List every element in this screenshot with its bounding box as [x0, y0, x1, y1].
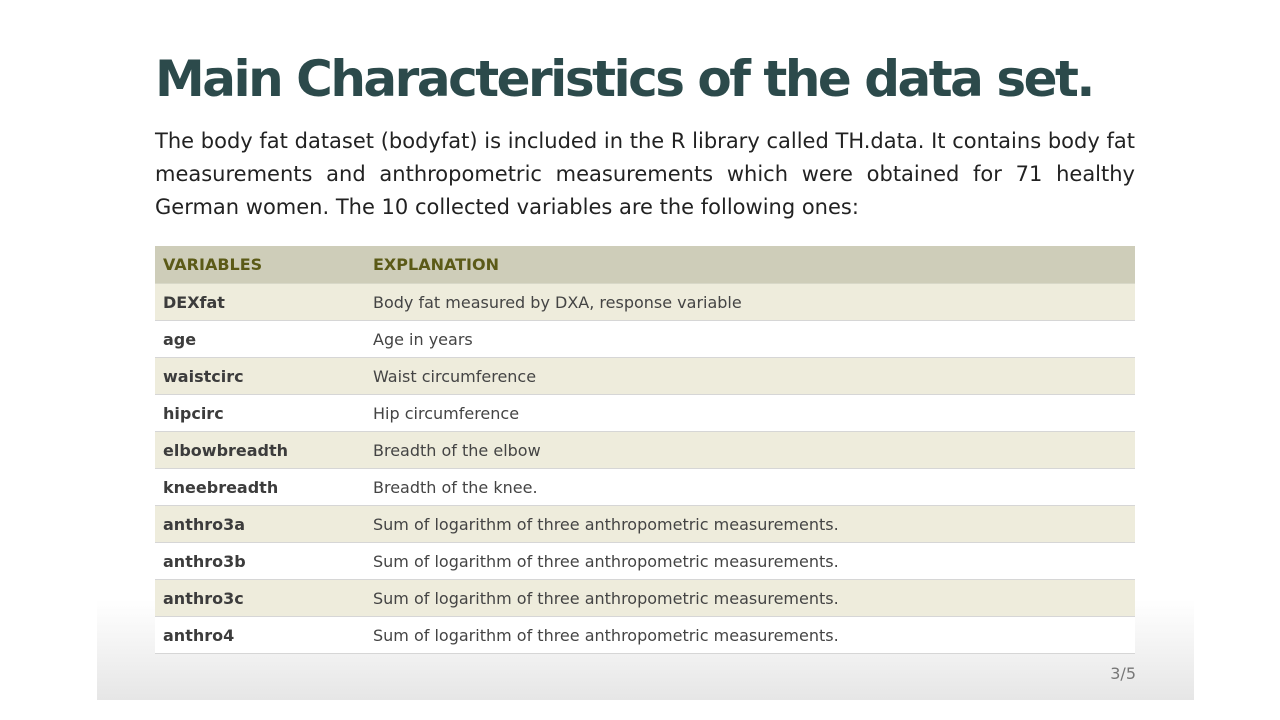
variable-explanation: Body fat measured by DXA, response varia… [365, 283, 1135, 321]
table-row: anthro3c Sum of logarithm of three anthr… [155, 579, 1135, 617]
table-row: anthro3b Sum of logarithm of three anthr… [155, 542, 1135, 580]
page-number: 3/5 [1110, 664, 1136, 683]
table-row: age Age in years [155, 320, 1135, 358]
variable-name: waistcirc [155, 357, 365, 395]
variable-explanation: Breadth of the knee. [365, 468, 1135, 506]
intro-paragraph: The body fat dataset (bodyfat) is includ… [155, 129, 1135, 219]
table-row: anthro4 Sum of logarithm of three anthro… [155, 616, 1135, 654]
variable-explanation: Hip circumference [365, 394, 1135, 432]
variable-explanation: Sum of logarithm of three anthropometric… [365, 616, 1135, 654]
slide-title: Main Characteristics of the data set. [155, 50, 1095, 108]
slide: Main Characteristics of the data set. Th… [97, 0, 1194, 700]
variable-name: anthro3b [155, 542, 365, 580]
header-explanation: EXPLANATION [365, 246, 1135, 284]
table-row: anthro3a Sum of logarithm of three anthr… [155, 505, 1135, 543]
table-header-row: VARIABLES EXPLANATION [155, 246, 1135, 284]
variable-explanation: Age in years [365, 320, 1135, 358]
variable-explanation: Sum of logarithm of three anthropometric… [365, 542, 1135, 580]
table-row: waistcirc Waist circumference [155, 357, 1135, 395]
variable-name: elbowbreadth [155, 431, 365, 469]
variable-explanation: Waist circumference [365, 357, 1135, 395]
table-row: elbowbreadth Breadth of the elbow [155, 431, 1135, 469]
variable-explanation: Sum of logarithm of three anthropometric… [365, 505, 1135, 543]
variable-name: age [155, 320, 365, 358]
variable-name: anthro3a [155, 505, 365, 543]
variable-name: hipcirc [155, 394, 365, 432]
variable-name: anthro3c [155, 579, 365, 617]
variable-explanation: Breadth of the elbow [365, 431, 1135, 469]
table-row: hipcirc Hip circumference [155, 394, 1135, 432]
variables-table: VARIABLES EXPLANATION DEXfat Body fat me… [155, 246, 1135, 654]
variable-name: anthro4 [155, 616, 365, 654]
header-variables: VARIABLES [155, 246, 365, 284]
variable-name: kneebreadth [155, 468, 365, 506]
table-row: kneebreadth Breadth of the knee. [155, 468, 1135, 506]
variable-explanation: Sum of logarithm of three anthropometric… [365, 579, 1135, 617]
variable-name: DEXfat [155, 283, 365, 321]
table-row: DEXfat Body fat measured by DXA, respons… [155, 283, 1135, 321]
